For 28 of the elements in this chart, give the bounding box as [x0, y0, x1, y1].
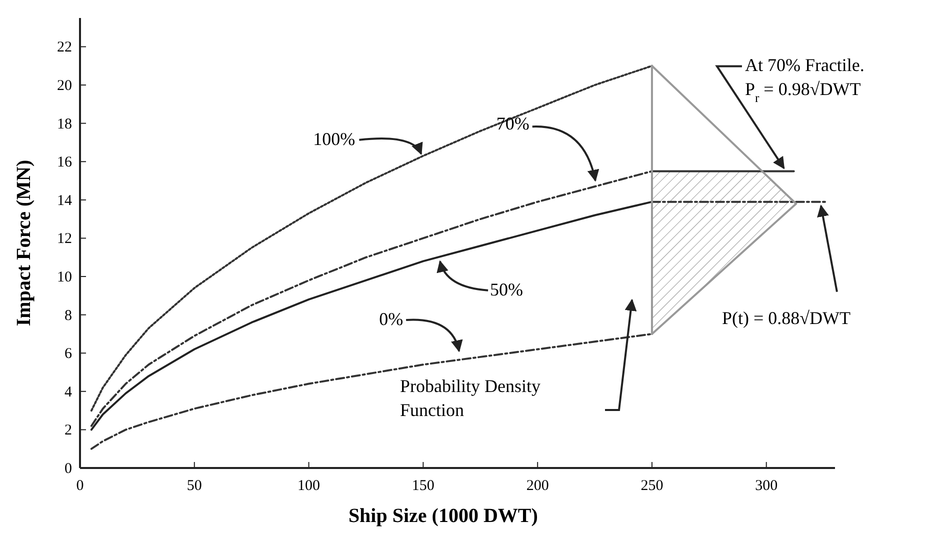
- annotation: P(t) = 0.88√DWT: [722, 308, 851, 328]
- y-tick-label: 6: [64, 346, 72, 362]
- y-tick-label: 0: [64, 461, 72, 477]
- y-tick-label: 12: [57, 231, 72, 248]
- x-tick-label: 50: [186, 478, 202, 494]
- x-tick-label: 200: [526, 478, 549, 494]
- x-tick-label: 100: [298, 478, 320, 494]
- y-tick-label: 20: [57, 78, 72, 94]
- y-tick-label: 16: [57, 154, 72, 171]
- y-tick-label: 18: [57, 116, 72, 132]
- annotation: 0%: [379, 309, 404, 330]
- y-tick-label: 22: [57, 40, 72, 56]
- x-tick-label: 300: [755, 478, 778, 494]
- annotation: 70%: [496, 114, 530, 134]
- annotation: At 70% Fractile. P$_{r}$ = 0.98√DWT: [744, 55, 864, 106]
- y-axis-title: Impact Force (MN): [13, 160, 35, 326]
- y-tick-label: 10: [57, 270, 72, 286]
- x-axis-title: Ship Size (1000 DWT): [348, 505, 538, 527]
- annotation: 50%: [490, 279, 524, 300]
- annotation: 100%: [313, 128, 356, 149]
- y-tick-label: 14: [57, 192, 72, 209]
- y-tick-label: 4: [64, 384, 72, 400]
- x-tick-label: 0: [76, 478, 84, 494]
- x-tick-label: 150: [412, 478, 434, 494]
- x-tick-label: 250: [640, 478, 664, 494]
- annotation: Probability Density Function: [400, 376, 540, 420]
- y-tick-label: 2: [64, 422, 72, 439]
- y-tick-label: 8: [64, 308, 72, 324]
